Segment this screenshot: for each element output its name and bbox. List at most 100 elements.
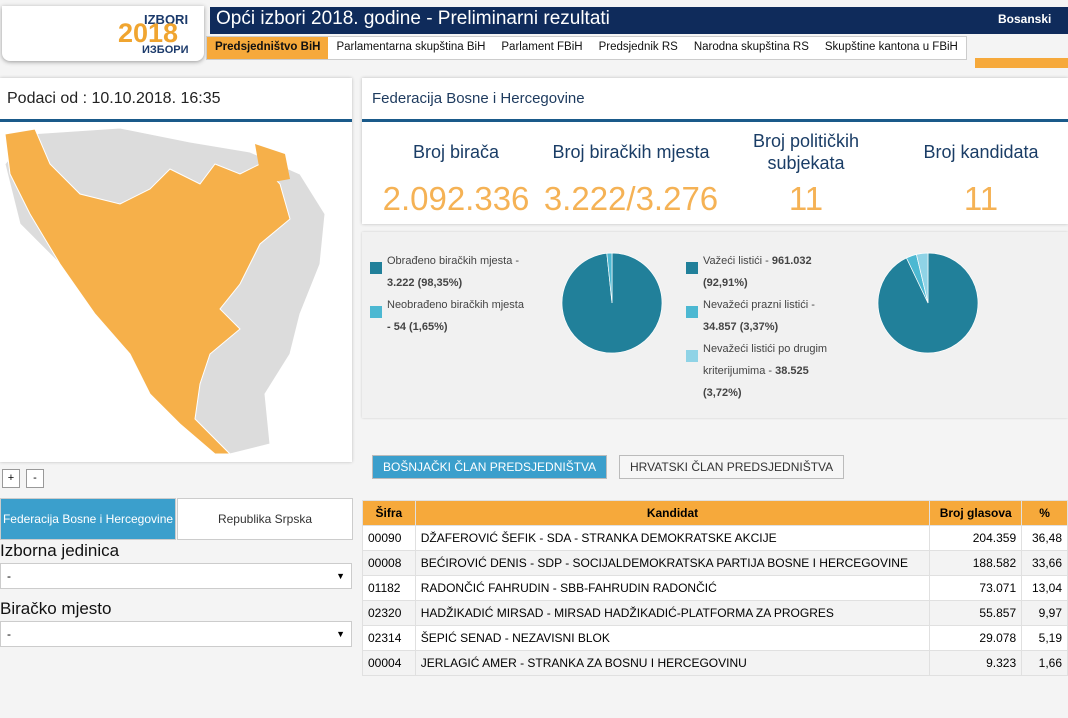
entity-tab[interactable]: Federacija Bosne i Hercegovine: [0, 498, 176, 540]
legend-swatch: [686, 262, 698, 274]
nav-tab[interactable]: Predsjedništvo BiH: [207, 37, 329, 59]
map-region-selected: [4, 128, 291, 455]
zoom-button[interactable]: -: [26, 469, 44, 488]
nav-tab[interactable]: Narodna skupština RS: [693, 41, 809, 53]
legend-item: Nevažeći listići po drugim kriterijumima…: [686, 338, 846, 404]
results-table: Šifra Kandidat Broj glasova% 00090 DŽAFEROV…: [362, 500, 1068, 676]
legend-label: Nevažeći prazni listići -: [703, 299, 815, 311]
map-panel: [0, 78, 352, 462]
divider: [0, 119, 352, 122]
pie-chart: [561, 252, 663, 354]
table-cell: 9,97: [1021, 600, 1068, 626]
stat-value: 11: [788, 180, 824, 217]
table-cell: 5,19: [1021, 625, 1068, 651]
stat-value: 11: [963, 180, 999, 217]
table-row: 00090 DŽAFEROVIĆ ŠEFIK - SDA - STRANKA DE…: [362, 525, 1068, 551]
table-cell: 00008: [362, 550, 416, 576]
select[interactable]: - ▼: [0, 621, 352, 647]
table-body: 00090 DŽAFEROVIĆ ŠEFIK - SDA - STRANKA DE…: [362, 525, 1068, 676]
legend-item: Obrađeno biračkih mjesta - 3.222 (98,35%…: [370, 250, 530, 294]
legend-label: Važeći listići -: [703, 255, 769, 267]
column-header: %: [1021, 500, 1068, 526]
legend-item: Nevažeći prazni listići - 34.857 (3,37%): [686, 294, 846, 338]
table-cell: BEĆIROVIĆ DENIS - SDP - SOCIJALDEMOKRATS…: [414, 550, 931, 576]
stat-label: Broj političkih subjekata: [752, 131, 860, 173]
stat-label: Broj biračkih mjesta: [552, 142, 710, 162]
member-button[interactable]: HRVATSKI ČLAN PREDSJEDNIŠTVA: [619, 455, 845, 479]
legend-swatch: [686, 306, 698, 318]
stat-label: Broj birača: [412, 142, 500, 162]
data-date: Podaci od : 10.10.2018. 16:35: [7, 90, 221, 107]
logo-year: 2018: [118, 18, 179, 48]
logo-text: IZBORI: [144, 12, 189, 27]
map-region-selected: [255, 144, 290, 184]
table-cell: 188.582: [929, 550, 1023, 576]
pie-legend: Obrađeno biračkih mjesta - 3.222 (98,35%…: [370, 250, 530, 338]
table-cell: RADONČIĆ FAHRUDIN - SBB-FAHRUDIN RADONČI…: [414, 575, 931, 601]
header-bar: [210, 7, 1068, 34]
table-cell: 204.359: [929, 525, 1023, 551]
zoom-button[interactable]: +: [2, 469, 20, 488]
legend-swatch: [370, 262, 382, 274]
nav-tab[interactable]: Predsjednik RS: [598, 41, 678, 53]
table-cell: 33,66: [1021, 550, 1068, 576]
tab-bar: Predsjedništvo BiH Parlamentarna skupštin…: [206, 36, 967, 60]
field-label: Biračko mjesto: [0, 599, 112, 618]
stat-value: 2.092.336: [382, 180, 530, 217]
table-cell: 00004: [362, 650, 416, 676]
pie-slice: [915, 252, 929, 304]
map: [4, 127, 326, 455]
select[interactable]: - ▼: [0, 563, 352, 589]
stat: Broj biračkih mjesta 3.222/3.276: [541, 128, 721, 218]
table-cell: ŠEPIĆ SENAD - NEZAVISNI BLOK: [414, 625, 931, 651]
column-header: Šifra: [362, 500, 416, 526]
table-row: 00008 BEĆIROVIĆ DENIS - SDP - SOCIJALDEMO…: [362, 550, 1068, 576]
legend-value: 34.857 (3,37%): [703, 321, 779, 333]
logo-text: ИЗБОРИ: [142, 44, 189, 56]
stat: Broj političkih subjekata 11: [716, 128, 896, 218]
table-cell: 1,66: [1021, 650, 1068, 676]
legend-value: 3.222 (98,35%): [387, 277, 463, 289]
summary-title: Federacija Bosne i Hercegovine: [372, 90, 585, 107]
legend-item: Važeći listići - 961.032 (92,91%): [686, 250, 846, 294]
legend-value: - 54 (1,65%): [387, 321, 448, 333]
table-cell: 00090: [362, 525, 416, 551]
legend-value: 961.032 (92,91%): [703, 255, 812, 289]
legend-label: Neobrađeno biračkih mjesta: [387, 299, 524, 311]
legend-item: Neobrađeno biračkih mjesta - 54 (1,65%): [370, 294, 530, 338]
page-title: Opći izbori 2018. godine - Preliminarni …: [216, 8, 610, 29]
language[interactable]: Bosanski: [998, 12, 1052, 26]
nav-tab[interactable]: Skupštine kantona u FBiH: [824, 41, 958, 53]
table-row: 01182 RADONČIĆ FAHRUDIN - SBB-FAHRUDIN RA…: [362, 575, 1068, 601]
field-label: Izborna jedinica: [0, 541, 120, 560]
table-cell: DŽAFEROVIĆ ŠEFIK - SDA - STRANKA DEMOKRA…: [414, 525, 931, 551]
select-arrow: ▼: [336, 629, 345, 639]
select-arrow: ▼: [336, 571, 345, 581]
table-cell: 36,48: [1021, 525, 1068, 551]
table-cell: 13,04: [1021, 575, 1068, 601]
table-cell: 55.857: [929, 600, 1023, 626]
select-value: -: [7, 627, 11, 641]
summary-panel: [362, 78, 1068, 224]
column-header: Broj glasova: [929, 500, 1023, 526]
table-cell: JERLAGIĆ AMER - STRANKA ZA BOSNU I HERCE…: [414, 650, 931, 676]
column-header: Kandidat: [414, 500, 931, 526]
legend-value: 38.525 (3,72%): [703, 365, 809, 399]
nav-tab[interactable]: Parlamentarna skupština BiH: [336, 41, 486, 53]
table-cell: 73.071: [929, 575, 1023, 601]
entity-tab[interactable]: Republika Srpska: [177, 498, 353, 540]
pie-chart: [877, 252, 979, 354]
nav-tab[interactable]: Parlament FBiH: [501, 41, 583, 53]
legend-swatch: [686, 350, 698, 362]
table-cell: 9.323: [929, 650, 1023, 676]
legend-label: Nevažeći listići po drugim kriterijumima…: [703, 343, 828, 377]
stat: Broj birača 2.092.336: [366, 128, 546, 218]
stat: Broj kandidata 11: [891, 128, 1068, 218]
table-row: 02320 HADŽIKADIĆ MIRSAD - MIRSAD HADŽIKAD…: [362, 600, 1068, 626]
table-row: 02314 ŠEPIĆ SENAD - NEZAVISNI BLOK 29.078 5…: [362, 625, 1068, 651]
pie-slice: [606, 252, 613, 304]
member-button[interactable]: BOŠNJAČKI ČLAN PREDSJEDNIŠTVA: [372, 455, 608, 479]
stat-value: 3.222/3.276: [543, 180, 719, 217]
table-cell: 01182: [362, 575, 416, 601]
